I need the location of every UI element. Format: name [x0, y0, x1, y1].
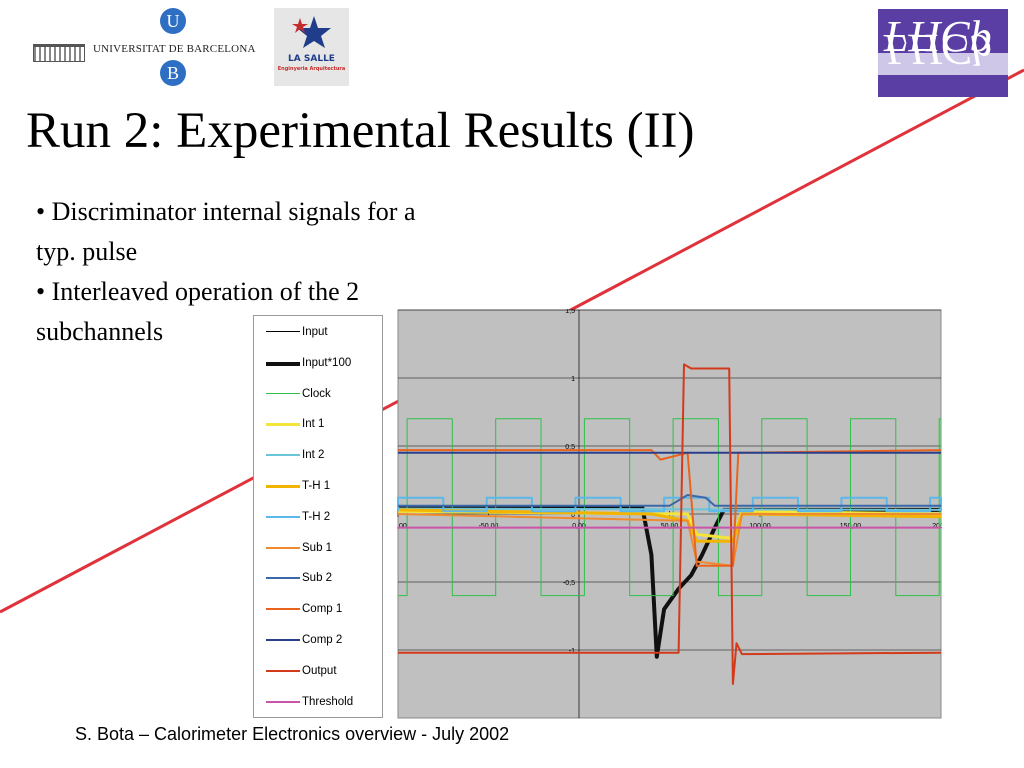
legend-item: Sub 2	[266, 571, 381, 585]
legend-swatch	[266, 331, 300, 332]
lhcb-logo-band	[878, 53, 1008, 75]
slide-footer: S. Bota – Calorimeter Electronics overvi…	[75, 724, 510, 744]
signal-chart: 1,5 1 0,5 0 -0,5 -1 -100,00 -50,00 0,00 50,00 100,…	[397, 309, 942, 719]
university-name: UNIVERSITAT DE BARCELONA	[93, 43, 256, 55]
legend-swatch	[266, 608, 300, 611]
legend-label: Clock	[302, 387, 331, 400]
legend-item: Clock	[266, 387, 381, 401]
chart-legend: Input Input*100 Clock Int 1 Int 2 T-H 1 T-H 2 S…	[253, 315, 383, 718]
legend-item: Threshold	[266, 695, 381, 709]
lhcb-logo: LHCb LHCb	[878, 9, 1008, 97]
series-sub-1	[397, 513, 941, 567]
series-output	[398, 363, 942, 685]
bullet-line-1: • Discriminator internal signals for a	[36, 197, 416, 226]
legend-item: T-H 1	[266, 479, 381, 493]
legend-item: Comp 2	[266, 633, 381, 647]
legend-label: Input	[302, 326, 328, 338]
series-sub-2	[398, 494, 941, 507]
y-tick-label: -1	[569, 648, 575, 655]
legend-swatch	[266, 361, 300, 366]
legend-label: Sub 1	[302, 541, 333, 554]
legend-swatch	[266, 546, 300, 549]
x-tick-label: -100,00	[397, 523, 407, 530]
ub-letter-u: U	[160, 8, 186, 34]
slide-title: Run 2: Experimental Results (II)	[26, 103, 695, 159]
y-tick-label: 0,5	[565, 444, 575, 451]
y-tick-label: -0,5	[563, 580, 575, 587]
legend-label: Comp 1	[302, 603, 343, 616]
legend-item: T-H 2	[266, 510, 381, 524]
x-tick-label: 200,0	[932, 523, 942, 530]
lhcb-logo-text: LHCb	[884, 12, 992, 61]
university-of-barcelona-logo: UNIVERSITAT DE BARCELONA U B	[33, 8, 263, 88]
legend-item: Int 2	[266, 448, 381, 462]
legend-item: Input	[266, 325, 381, 339]
legend-label: Output	[302, 664, 337, 677]
ub-letter-b: B	[160, 60, 186, 86]
bullet-list: • Discriminator internal signals for a t…	[36, 192, 556, 352]
legend-label: Int 2	[302, 449, 325, 462]
legend-label: Threshold	[302, 695, 354, 708]
legend-label: T-H 1	[302, 480, 331, 492]
x-tick-label: -50,00	[479, 523, 499, 530]
legend-label: Comp 2	[302, 634, 343, 646]
la-salle-logo: LA SALLE Enginyeria Arquitectura	[274, 8, 349, 86]
la-salle-subtitle: Enginyeria Arquitectura	[277, 66, 346, 72]
legend-swatch	[266, 515, 300, 518]
legend-item: Sub 1	[266, 541, 381, 555]
legend-item: Output	[266, 664, 381, 678]
legend-swatch	[266, 392, 300, 394]
bullet-line-4: subchannels	[36, 317, 164, 346]
legend-item: Input*100	[266, 356, 381, 370]
bullet-line-3: • Interleaved operation of the 2	[36, 277, 360, 306]
legend-label: Input*100	[302, 356, 352, 369]
legend-swatch	[266, 454, 300, 457]
x-tick-label: 50,00	[661, 523, 679, 530]
building-icon	[33, 44, 85, 62]
la-salle-name: LA SALLE	[288, 54, 335, 64]
y-tick-label: 0	[571, 512, 575, 519]
legend-swatch	[266, 577, 300, 580]
y-tick-label: 1	[571, 376, 575, 383]
legend-item: Comp 1	[266, 602, 381, 616]
series-t-h-2	[397, 496, 942, 513]
legend-item: Int 1	[266, 417, 381, 431]
x-tick-label: 100,00	[749, 523, 771, 530]
legend-label: Int 1	[302, 418, 325, 431]
series-int-2	[397, 507, 942, 511]
legend-label: Sub 2	[302, 572, 333, 585]
bullet-line-2: typ. pulse	[36, 237, 138, 266]
series-clock	[398, 418, 942, 597]
series-comp-1	[398, 449, 942, 567]
x-tick-label: 0,00	[572, 523, 586, 530]
legend-swatch	[266, 423, 300, 427]
legend-swatch	[266, 700, 300, 703]
lhcb-logo-reflection: LHCb	[884, 25, 992, 74]
star-icon	[292, 16, 331, 48]
legend-label: T-H 2	[302, 510, 331, 523]
legend-swatch	[266, 639, 300, 641]
y-tick-label: 1,5	[565, 309, 575, 315]
legend-swatch	[266, 669, 300, 672]
legend-swatch	[266, 485, 300, 488]
